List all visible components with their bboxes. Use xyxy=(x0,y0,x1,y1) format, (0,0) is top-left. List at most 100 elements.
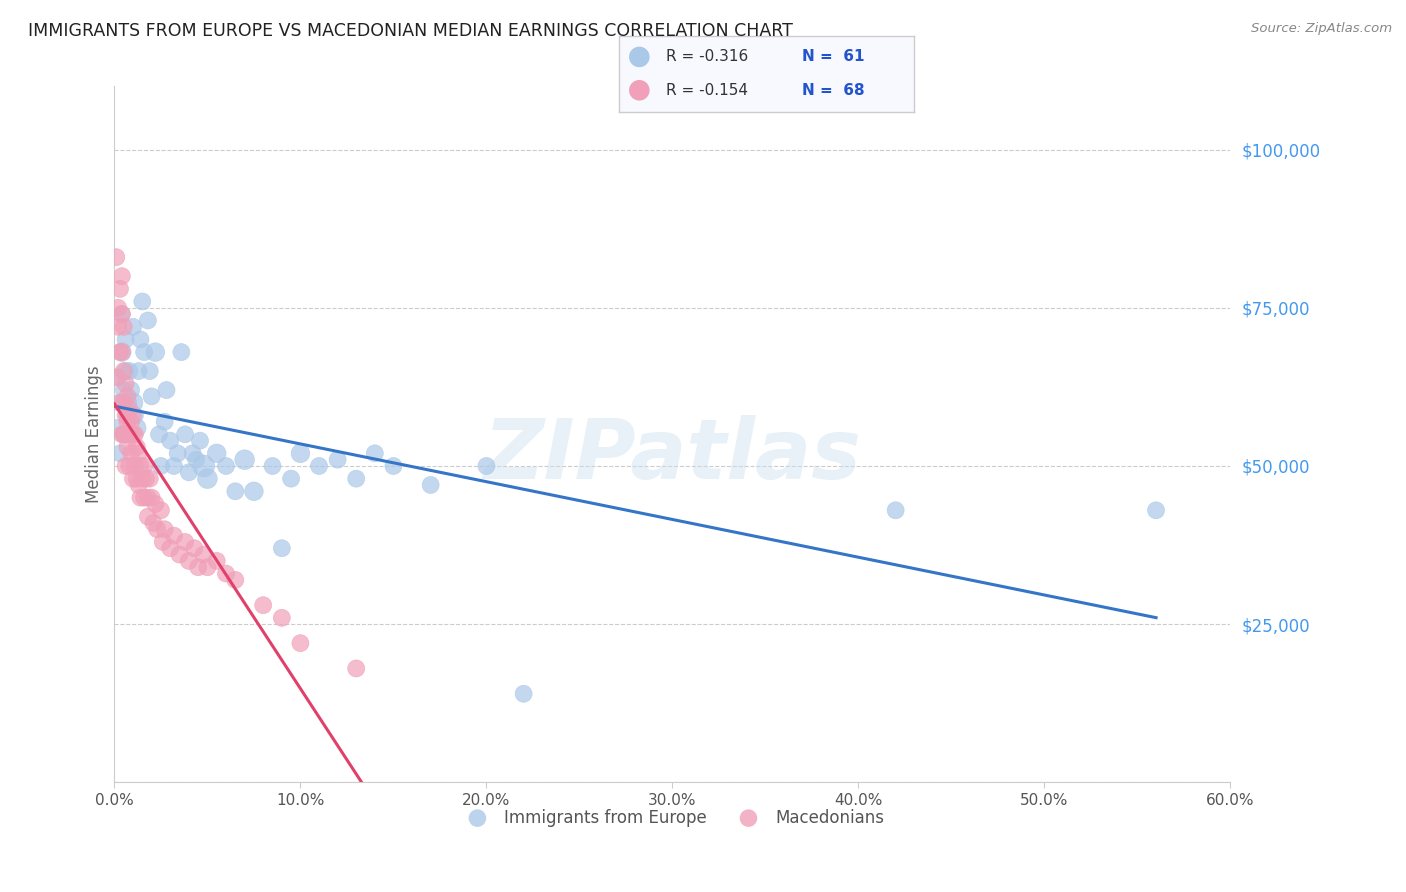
Point xyxy=(183,541,205,556)
Point xyxy=(124,427,146,442)
Point xyxy=(105,421,128,435)
Point xyxy=(308,458,330,473)
Point xyxy=(197,560,219,574)
Point xyxy=(170,345,193,359)
Point xyxy=(111,427,134,442)
Point xyxy=(153,415,176,429)
Text: N =  68: N = 68 xyxy=(801,83,865,98)
Point xyxy=(884,503,907,517)
Point xyxy=(188,434,211,448)
Point xyxy=(177,466,200,480)
Point xyxy=(243,484,266,499)
Point xyxy=(120,446,142,460)
Point xyxy=(136,313,159,327)
Point xyxy=(117,415,139,429)
Point xyxy=(124,458,146,473)
Point xyxy=(107,301,129,315)
Point xyxy=(205,554,228,568)
Point xyxy=(187,560,209,574)
Point xyxy=(290,446,312,460)
Point xyxy=(108,395,131,409)
Point xyxy=(122,409,145,423)
Point xyxy=(129,333,152,347)
Point xyxy=(382,458,405,473)
Point xyxy=(120,383,142,397)
Point xyxy=(174,535,197,549)
Point xyxy=(141,491,163,505)
Point xyxy=(122,395,145,409)
Point xyxy=(233,452,256,467)
Point xyxy=(117,440,139,454)
Point xyxy=(142,516,165,530)
Point xyxy=(118,364,141,378)
Point xyxy=(111,269,134,284)
Point xyxy=(117,409,139,423)
Point xyxy=(628,50,651,64)
Point xyxy=(118,427,141,442)
Point xyxy=(114,333,136,347)
Point xyxy=(177,554,200,568)
Point xyxy=(129,491,152,505)
Point xyxy=(120,415,142,429)
Point xyxy=(148,427,170,442)
Point xyxy=(163,458,186,473)
Point xyxy=(112,427,135,442)
Point xyxy=(114,427,136,442)
Point xyxy=(326,452,349,467)
Point xyxy=(112,319,135,334)
Point xyxy=(105,370,128,384)
Point xyxy=(117,389,139,403)
Point xyxy=(134,458,156,473)
Point xyxy=(141,389,163,403)
Point xyxy=(224,573,246,587)
Point xyxy=(108,345,131,359)
Point xyxy=(252,598,274,612)
Point xyxy=(134,491,156,505)
Point xyxy=(118,458,141,473)
Point xyxy=(128,446,150,460)
Point xyxy=(280,472,302,486)
Y-axis label: Median Earnings: Median Earnings xyxy=(86,366,103,503)
Point xyxy=(224,484,246,499)
Point xyxy=(108,446,131,460)
Point xyxy=(197,472,219,486)
Point xyxy=(153,522,176,536)
Point xyxy=(186,452,208,467)
Point xyxy=(124,409,146,423)
Point xyxy=(155,383,177,397)
Point xyxy=(215,458,238,473)
Point xyxy=(134,345,156,359)
Text: IMMIGRANTS FROM EUROPE VS MACEDONIAN MEDIAN EARNINGS CORRELATION CHART: IMMIGRANTS FROM EUROPE VS MACEDONIAN MED… xyxy=(28,22,793,40)
Legend: Immigrants from Europe, Macedonians: Immigrants from Europe, Macedonians xyxy=(454,802,891,833)
Point xyxy=(344,472,367,486)
Point xyxy=(125,472,148,486)
Point xyxy=(205,446,228,460)
Point xyxy=(112,383,135,397)
Point xyxy=(111,345,134,359)
Point xyxy=(364,446,387,460)
Point xyxy=(166,446,188,460)
Point xyxy=(163,528,186,542)
Point xyxy=(131,472,153,486)
Point xyxy=(181,446,204,460)
Point xyxy=(131,294,153,309)
Point xyxy=(108,395,131,409)
Point xyxy=(512,687,534,701)
Point xyxy=(139,472,162,486)
Text: Source: ZipAtlas.com: Source: ZipAtlas.com xyxy=(1251,22,1392,36)
Point xyxy=(117,395,139,409)
Point xyxy=(114,376,136,391)
Point xyxy=(262,458,284,473)
Point xyxy=(193,458,215,473)
Point xyxy=(159,541,181,556)
Point xyxy=(114,364,136,378)
Text: N =  61: N = 61 xyxy=(801,49,865,64)
Point xyxy=(270,611,292,625)
Point xyxy=(125,421,148,435)
Point xyxy=(1144,503,1167,517)
Point xyxy=(169,548,191,562)
Point xyxy=(136,509,159,524)
Point xyxy=(290,636,312,650)
Point xyxy=(159,434,181,448)
Text: ZIPatlas: ZIPatlas xyxy=(484,415,862,496)
